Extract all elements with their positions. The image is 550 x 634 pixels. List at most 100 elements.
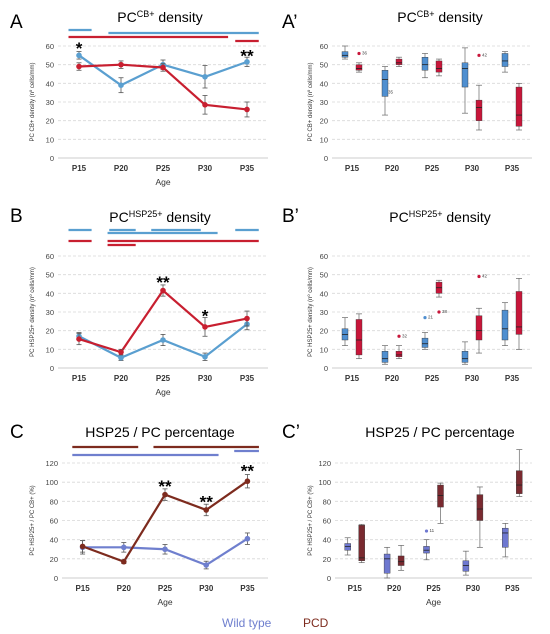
panel-c2-xtick-label: P20 (387, 584, 402, 593)
figure-canvas: A PCCB+ density 0 10 20 30 40 50 60 P15 P20 P25 P30 P… (10, 9, 532, 607)
panel-c-significance-marker: ** (241, 462, 255, 481)
panel-a-xtick-label: P35 (240, 164, 255, 173)
panel-c-series-wt-point (121, 544, 127, 551)
panel-b-ytick-label: 0 (50, 364, 54, 373)
legend: Wild type PCD (0, 614, 550, 634)
panel-c-significance-marker: ** (158, 477, 172, 496)
panel-a2-box-pcd (355, 64, 363, 71)
panel-c2-box-pcd (358, 525, 365, 561)
panel-c-xtick-label: P35 (240, 584, 255, 593)
panel-a-xtick-label: P30 (198, 164, 213, 173)
panel-b-xtick-label: P15 (72, 374, 87, 383)
panel-c-series-wt-point (203, 562, 209, 568)
panel-c-xtick-label: P30 (199, 584, 214, 593)
panel-a2-box-wt (461, 62, 469, 88)
panel-b2-ytick-label: 50 (320, 271, 328, 280)
panel-b2-outlier-point (477, 274, 481, 279)
legend-pcd: PCD (303, 616, 329, 630)
panel-c2-ytick-label: 0 (327, 574, 331, 583)
legend-wild-type: Wild type (222, 616, 272, 630)
panel-c2-outlier-label: 11 (430, 528, 435, 533)
panel-a2-box-pcd (475, 99, 483, 121)
panel-c2-ytick-label: 120 (318, 459, 331, 468)
panel-a-series-wt-point (118, 82, 124, 88)
panel-b2-ytick-label: 30 (320, 308, 328, 317)
panel-a-series-pcd-point (160, 64, 166, 71)
panel-c2-box-wt (502, 527, 509, 548)
panel-c-ytick-label: 120 (45, 459, 58, 468)
panel-c-series-wt-point (162, 546, 168, 553)
panel-b-ytick-label: 20 (46, 327, 54, 336)
panel-b2-box-pcd (355, 319, 363, 356)
panel-a-ytick-label: 0 (50, 154, 54, 163)
panel-c-ytick-label: 60 (50, 517, 58, 526)
panel-c2-box-pcd (437, 484, 444, 508)
panel-b2-ytick-label: 10 (320, 345, 328, 354)
panel-c2-xtick-label: P35 (505, 584, 520, 593)
panel-b2: B’ PCHSP25+ density 0 10 20 30 40 50 60 P15 P20 P25… (282, 206, 532, 383)
panel-b2-outlier-label: 42 (482, 274, 488, 279)
panel-c-series-wt-point (244, 535, 251, 542)
panel-a2-box-wt (421, 57, 429, 71)
panel-a2-box-pcd (515, 86, 523, 127)
panel-c2-xtick-label: P30 (466, 584, 481, 593)
panel-c2-box-wt (423, 546, 430, 554)
panel-c2-ytick-label: 100 (318, 478, 331, 487)
panel-b-ytick-label: 50 (46, 271, 54, 280)
panel-c2-xtick-label: P25 (426, 584, 441, 593)
panel-a-title: PCCB+ density (117, 9, 202, 25)
panel-c2-xtick-label: P15 (348, 584, 363, 593)
panel-a-series-wt-point (202, 74, 208, 80)
panel-a2-title: PCCB+ density (397, 9, 482, 25)
panel-b-ylabel: PC HSP25+ density (nº cells/mm) (29, 267, 36, 357)
panel-c2-box-wt (462, 560, 470, 572)
panel-c-series-pcd-point (244, 478, 251, 485)
panel-c-series-pcd-point (162, 491, 168, 498)
panel-a-xtick-label: P25 (156, 164, 171, 173)
panel-a2-outlier-point (357, 51, 361, 56)
panel-a-series-pcd-point (202, 102, 208, 108)
panel-b-significance-marker: * (202, 307, 209, 326)
panel-a-series-wt-point (76, 52, 82, 59)
panel-a2-outlier-label: 36 (362, 50, 368, 55)
panel-a2-box-pcd (395, 58, 403, 65)
panel-b2-ylabel: PC HSP25+ density (nº cells/mm) (307, 267, 314, 357)
panel-a2-box-wt (341, 51, 349, 58)
panel-a2-ytick-label: 50 (320, 61, 328, 70)
panel-b-xtick-label: P30 (198, 374, 213, 383)
panel-a2-box-wt (501, 53, 509, 67)
panel-b-significance-marker: ** (156, 273, 170, 292)
panel-b-series-wt-point (160, 337, 166, 343)
panel-c2-ytick-label: 60 (323, 517, 331, 526)
panel-a-ytick-label: 40 (46, 79, 54, 88)
panel-b2-xtick-label: P30 (465, 374, 480, 383)
panel-a-significance-marker: ** (240, 46, 254, 65)
panel-a-xtick-label: P20 (114, 164, 129, 173)
panel-b-xtick-label: P20 (114, 374, 129, 383)
panel-b-ytick-label: 40 (46, 289, 54, 298)
panel-b: B PCHSP25+ density 0 10 20 30 40 50 60 P15 P20 P25 P… (10, 206, 268, 397)
panel-b-xtick-label: P35 (240, 374, 255, 383)
panel-a-series-wt-point (244, 59, 250, 65)
panel-c-ytick-label: 40 (50, 536, 58, 545)
panel-b2-box-wt (461, 351, 469, 363)
panel-a-significance-marker: * (76, 39, 83, 58)
panel-a-ytick-label: 50 (46, 61, 54, 70)
panel-c-xtick-label: P20 (117, 584, 132, 593)
panel-c-ytick-label: 20 (50, 555, 58, 564)
panel-c-letter: C (10, 422, 24, 443)
panel-a2-ytick-label: 40 (320, 79, 328, 88)
panel-c2-outlier-point (424, 529, 429, 533)
panel-c2-title: HSP25 / PC percentage (365, 424, 515, 440)
panel-c-xtick-label: P25 (158, 584, 173, 593)
panel-b2-outlier-label: 21 (428, 315, 434, 320)
panel-a2-xtick-label: P35 (505, 164, 520, 173)
panel-b-series-pcd-point (118, 349, 124, 355)
panel-c-ytick-label: 0 (54, 574, 58, 583)
panel-a-series-pcd-point (118, 61, 124, 68)
panel-a2-xtick-label: P25 (425, 164, 440, 173)
panel-b2-letter: B’ (282, 206, 299, 227)
panel-b-series-pcd-point (244, 315, 250, 322)
panel-b2-box-wt (421, 337, 429, 348)
